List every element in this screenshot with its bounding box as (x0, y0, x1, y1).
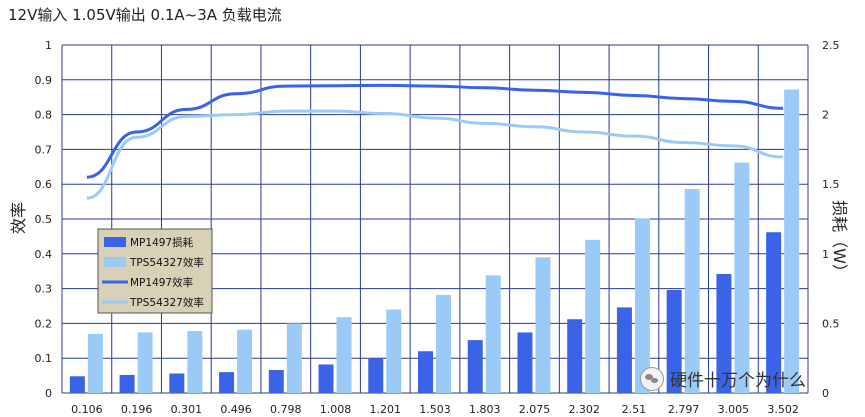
bar-mp1497-loss (119, 374, 135, 393)
chart-title: 12V输入 1.05V输出 0.1A~3A 负载电流 (8, 6, 282, 24)
bar-mp1497-loss (716, 273, 732, 393)
bar-tps54327 (585, 239, 601, 393)
x-tick-label: 1.008 (320, 403, 352, 416)
bar-mp1497-loss (567, 319, 583, 393)
bar-mp1497-loss (616, 307, 632, 393)
y-tick-label: 0.2 (35, 317, 53, 330)
y-tick-label: 0.7 (35, 143, 53, 156)
y-tick-label: 0.4 (35, 248, 53, 261)
y2-tick-label: 0.5 (822, 317, 840, 330)
x-tick-label: 2.075 (519, 403, 551, 416)
x-tick-label: 1.803 (469, 403, 501, 416)
bar-mp1497-loss (219, 372, 235, 393)
y-tick-label: 0.1 (35, 352, 53, 365)
bar-mp1497-loss (368, 358, 384, 393)
bar-mp1497-loss (517, 332, 533, 393)
line-mp1497-efficiency (86, 83, 784, 179)
bar-tps54327 (336, 317, 352, 393)
bar-mp1497-loss (418, 351, 433, 393)
bar-tps54327 (436, 294, 451, 393)
x-tick-label: 0.798 (270, 403, 302, 416)
watermark-text: 硬件十万个为什么 (670, 371, 806, 391)
watermark: 硬件十万个为什么 (640, 366, 806, 391)
x-tick-label: 0.196 (121, 403, 153, 416)
wechat-icon (640, 366, 664, 391)
x-tick-label: 0.106 (71, 403, 103, 416)
y2-tick-label: 1 (822, 248, 829, 261)
bar-tps54327 (634, 218, 650, 393)
y-tick-label: 0.8 (35, 109, 53, 122)
bar-mp1497-loss (169, 373, 185, 393)
bar-mp1497-loss (766, 232, 782, 393)
x-tick-label: 2.797 (668, 403, 700, 416)
x-tick-label: 3.005 (718, 403, 750, 416)
y2-tick-label: 0 (822, 387, 829, 400)
legend-label: TPS54327效率 (129, 296, 204, 309)
y-tick-label: 0.6 (35, 178, 53, 191)
bar-tps54327 (784, 89, 800, 393)
x-tick-label: 1.201 (370, 403, 402, 416)
bar-mp1497-loss (666, 289, 682, 393)
bar-tps54327 (237, 329, 253, 393)
bar-tps54327 (386, 309, 402, 393)
bar-tps54327 (734, 162, 750, 393)
bar-tps54327 (684, 189, 700, 393)
legend-label: MP1497效率 (130, 276, 193, 289)
y-tick-label: 1 (45, 39, 52, 52)
legend-label: TPS54327效率 (129, 256, 204, 269)
y2-tick-label: 2 (822, 109, 829, 122)
bar-mp1497-loss (467, 340, 483, 393)
y-tick-label: 0.9 (35, 74, 53, 87)
x-tick-label: 2.51 (622, 403, 647, 416)
y2-tick-label: 1.5 (822, 178, 840, 191)
y-tick-label: 0.3 (35, 283, 53, 296)
x-tick-label: 3.502 (767, 403, 799, 416)
bar-tps54327 (187, 331, 203, 393)
x-tick-label: 2.302 (568, 403, 600, 416)
legend-label: MP1497损耗 (130, 236, 194, 249)
legend-swatch (104, 237, 126, 247)
x-tick-label: 1.503 (419, 403, 451, 416)
bar-tps54327 (535, 257, 551, 393)
bar-mp1497-loss (268, 370, 284, 393)
bar-mp1497-loss (69, 376, 85, 393)
y-tick-label: 0.5 (35, 213, 53, 226)
bar-tps54327 (87, 333, 103, 393)
y-axis-title: 效率 (9, 202, 28, 234)
y2-axis-title: 损耗（W） (830, 200, 849, 280)
y-tick-label: 0 (45, 387, 52, 400)
bar-tps54327 (137, 332, 153, 393)
legend-swatch (104, 257, 126, 267)
x-tick-label: 0.301 (171, 403, 203, 416)
x-tick-label: 0.496 (220, 403, 252, 416)
line-tps54327-efficiency (86, 109, 784, 200)
bar-mp1497-loss (318, 364, 334, 393)
bar-tps54327 (286, 323, 302, 393)
y2-tick-label: 2.5 (822, 39, 840, 52)
bar-tps54327 (485, 275, 501, 393)
